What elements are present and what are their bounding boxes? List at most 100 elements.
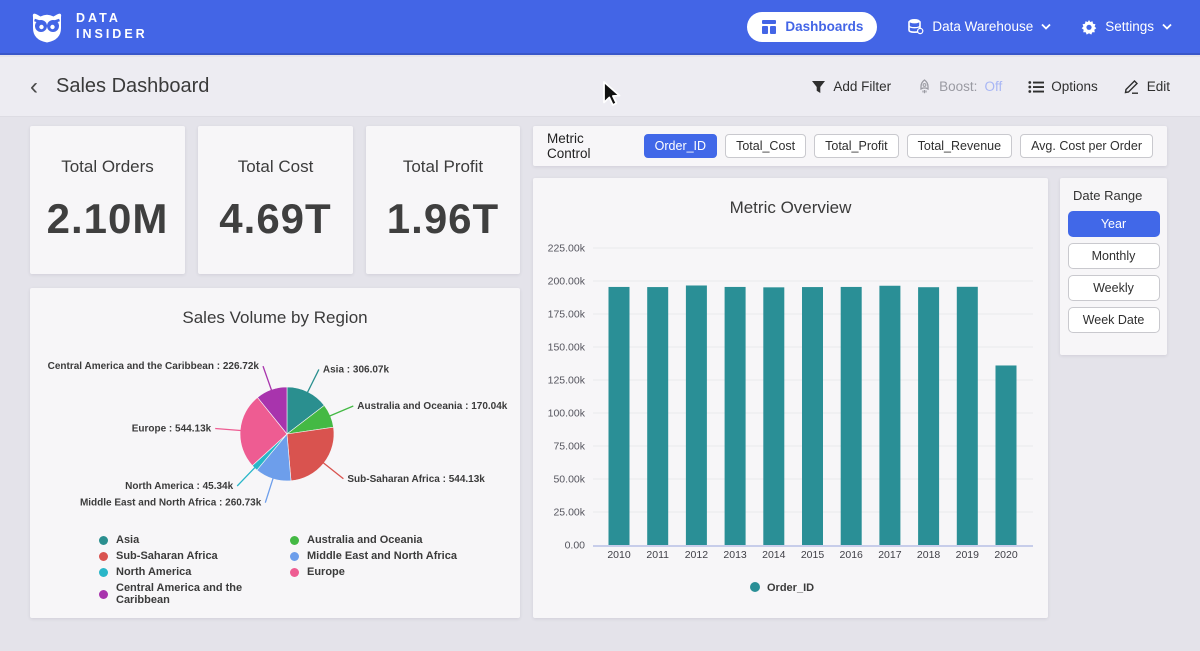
legend-label: Sub-Saharan Africa xyxy=(116,550,218,562)
metric-option-total-cost[interactable]: Total_Cost xyxy=(725,134,806,158)
legend-label: Australia and Oceania xyxy=(307,534,423,546)
pie-legend-item-north-america[interactable]: North America xyxy=(99,566,290,578)
pie-slice-label: Asia : 306.07k xyxy=(323,364,390,375)
metric-option-avg-cost-per-order[interactable]: Avg. Cost per Order xyxy=(1020,134,1153,158)
legend-dot xyxy=(290,552,299,561)
options-label: Options xyxy=(1051,79,1098,94)
date-option-week-date[interactable]: Week Date xyxy=(1068,307,1160,333)
rocket-icon xyxy=(917,79,932,94)
pie-legend-item-sub-saharan-africa[interactable]: Sub-Saharan Africa xyxy=(99,550,290,562)
metric-options-group: Order_ID Total_Cost Total_Profit Total_Reve… xyxy=(644,134,1153,158)
legend-label: Europe xyxy=(307,566,345,578)
top-navbar: DATA INSIDER Dashboards Data Warehouse xyxy=(0,0,1200,55)
metric-overview-chart-panel: Metric Overview 225.00k200.00k175.00k150… xyxy=(533,178,1048,618)
legend-label: Central America and the Caribbean xyxy=(116,582,290,606)
pie-label-line xyxy=(265,477,273,503)
kpi-value: 2.10M xyxy=(47,195,169,243)
pie-legend-item-europe[interactable]: Europe xyxy=(290,566,457,578)
y-axis-tick: 75.00k xyxy=(553,441,585,453)
boost-toggle[interactable]: Boost: Off xyxy=(917,79,1002,94)
x-axis-tick: 2015 xyxy=(801,549,825,561)
bar-2020[interactable] xyxy=(996,365,1017,545)
date-option-monthly[interactable]: Monthly xyxy=(1068,243,1160,269)
nav-settings-button[interactable]: Settings xyxy=(1081,19,1172,35)
pie-slice-label: Europe : 544.13k xyxy=(132,424,212,435)
y-axis-tick: 50.00k xyxy=(553,474,585,486)
bar-2019[interactable] xyxy=(957,287,978,545)
x-axis-tick: 2019 xyxy=(956,549,980,561)
boost-value: Off xyxy=(984,79,1002,94)
legend-label: Middle East and North Africa xyxy=(307,550,457,562)
pie-legend-item-middle-east-and-north-africa[interactable]: Middle East and North Africa xyxy=(290,550,457,562)
pie-legend-item-asia[interactable]: Asia xyxy=(99,534,290,546)
dashboard-grid-icon xyxy=(761,19,777,35)
bar-2011[interactable] xyxy=(647,287,668,545)
bar-2017[interactable] xyxy=(879,286,900,545)
pie-legend-item-central-america-and-the-caribbean[interactable]: Central America and the Caribbean xyxy=(99,582,290,606)
y-axis-tick: 175.00k xyxy=(548,309,586,321)
date-range-label: Date Range xyxy=(1060,186,1167,211)
y-axis-tick: 225.00k xyxy=(548,243,586,255)
metric-option-total-revenue[interactable]: Total_Revenue xyxy=(907,134,1012,158)
x-axis-tick: 2011 xyxy=(646,549,669,561)
options-list-icon xyxy=(1028,80,1044,94)
y-axis-tick: 0.00 xyxy=(565,540,586,552)
date-range-panel: Date Range Year Monthly Weekly Week Date xyxy=(1060,178,1167,355)
legend-dot xyxy=(290,568,299,577)
legend-label: North America xyxy=(116,566,191,578)
bar-2015[interactable] xyxy=(802,287,823,545)
edit-pencil-icon xyxy=(1124,79,1140,94)
nav-settings-label: Settings xyxy=(1105,19,1154,34)
nav-dashboards-button[interactable]: Dashboards xyxy=(747,12,877,42)
x-axis-tick: 2014 xyxy=(762,549,786,561)
bar-2012[interactable] xyxy=(686,285,707,545)
legend-dot xyxy=(290,536,299,545)
x-axis-tick: 2010 xyxy=(607,549,631,561)
x-axis-tick: 2013 xyxy=(723,549,747,561)
back-button[interactable]: ‹ xyxy=(30,75,38,99)
bar-2010[interactable] xyxy=(609,287,630,545)
bar-2014[interactable] xyxy=(763,287,784,545)
legend-dot xyxy=(99,536,108,545)
boost-label: Boost: xyxy=(939,79,977,94)
kpi-label: Total Cost xyxy=(238,157,314,177)
kpi-label: Total Profit xyxy=(403,157,483,177)
date-option-year[interactable]: Year xyxy=(1068,211,1160,237)
pie-label-line xyxy=(307,369,319,393)
x-axis-tick: 2016 xyxy=(840,549,864,561)
metric-control-label: Metric Control xyxy=(547,131,628,161)
bar-legend-dot xyxy=(750,582,760,592)
metric-option-total-profit[interactable]: Total_Profit xyxy=(814,134,899,158)
bar-2018[interactable] xyxy=(918,287,939,545)
bar-2013[interactable] xyxy=(725,287,746,545)
bar-chart-title: Metric Overview xyxy=(533,178,1048,218)
y-axis-tick: 25.00k xyxy=(553,507,585,519)
pie-slice-label: North America : 45.34k xyxy=(125,481,233,492)
x-axis-tick: 2018 xyxy=(917,549,941,561)
kpi-value: 1.96T xyxy=(387,195,499,243)
edit-button[interactable]: Edit xyxy=(1124,79,1170,94)
y-axis-tick: 150.00k xyxy=(548,342,586,354)
add-filter-button[interactable]: Add Filter xyxy=(811,79,891,94)
x-axis-tick: 2020 xyxy=(994,549,1018,561)
pie-slice-label: Sub-Saharan Africa : 544.13k xyxy=(347,474,485,485)
legend-dot xyxy=(99,590,108,599)
y-axis-tick: 100.00k xyxy=(548,408,586,420)
bar-legend-label[interactable]: Order_ID xyxy=(767,582,814,594)
date-option-weekly[interactable]: Weekly xyxy=(1068,275,1160,301)
sales-volume-pie-panel: Sales Volume by Region Asia : 306.07kAus… xyxy=(30,288,520,618)
kpi-card-total-orders: Total Orders 2.10M xyxy=(30,126,185,274)
options-button[interactable]: Options xyxy=(1028,79,1098,94)
brand-line1: DATA xyxy=(76,11,148,27)
database-icon xyxy=(907,18,924,35)
owl-logo-icon xyxy=(28,8,66,46)
bar-2016[interactable] xyxy=(841,287,862,545)
pie-slice-sub-saharan-africa[interactable] xyxy=(287,427,334,481)
x-axis-tick: 2012 xyxy=(685,549,709,561)
chevron-down-icon xyxy=(1162,23,1172,30)
metric-option-order-id[interactable]: Order_ID xyxy=(644,134,717,158)
nav-data-warehouse-button[interactable]: Data Warehouse xyxy=(907,18,1051,35)
pie-legend-item-australia-and-oceania[interactable]: Australia and Oceania xyxy=(290,534,457,546)
gear-icon xyxy=(1081,19,1097,35)
page-header: ‹ Sales Dashboard Add Filter Boost: Off … xyxy=(0,57,1200,117)
